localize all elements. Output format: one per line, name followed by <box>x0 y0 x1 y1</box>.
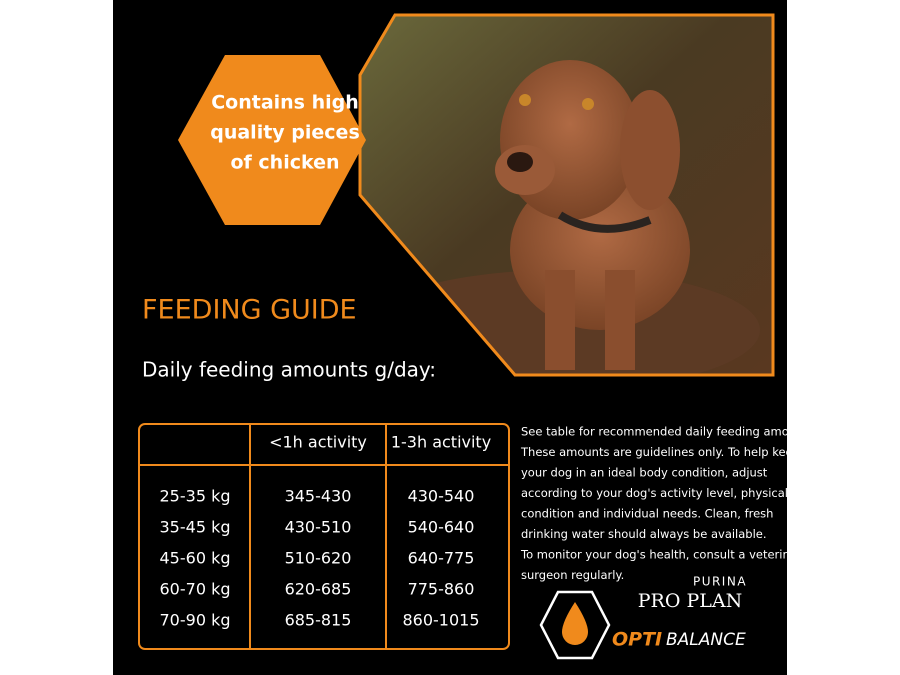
logo: PURINA PRO PLAN OPTI BALANCE <box>539 575 747 660</box>
row-label: 70-90 kg <box>160 611 231 630</box>
note-line: surgeon regularly. <box>521 568 624 582</box>
column-header: <1h activity <box>269 433 367 452</box>
row-label: 35-45 kg <box>160 518 231 537</box>
note-line: according to your dog's activity level, … <box>521 486 788 500</box>
subheading: Daily feeding amounts g/day: <box>142 358 436 382</box>
row-label: 60-70 kg <box>160 580 231 599</box>
table-cell: 540-640 <box>408 518 475 537</box>
note-line: To monitor your dog's health, consult a … <box>520 548 809 562</box>
note-line: These amounts are guidelines only. To he… <box>520 445 800 459</box>
badge-text: Contains high <box>211 92 359 114</box>
note-line: condition and individual needs. Clean, f… <box>521 507 773 521</box>
row-label: 45-60 kg <box>160 549 231 568</box>
dog-photo <box>360 15 773 375</box>
badge-text: of chicken <box>230 152 339 174</box>
brand-balance: BALANCE <box>666 630 746 650</box>
table-cell: 430-540 <box>408 487 475 506</box>
note-line: See table for recommended daily feeding … <box>521 425 818 439</box>
brand-maker: PURINA <box>693 575 747 589</box>
notes: See table for recommended daily feeding … <box>520 425 818 583</box>
table-cell: 430-510 <box>285 518 352 537</box>
row-label: 25-35 kg <box>160 487 231 506</box>
table-cell: 620-685 <box>285 580 352 599</box>
note-line: your dog in an ideal body condition, adj… <box>521 466 768 480</box>
feeding-table: <1h activity 1-3h activity 25-35 kg 345-430… <box>138 423 510 650</box>
brand-opti: OPTI <box>612 629 662 651</box>
table-cell: 775-860 <box>408 580 475 599</box>
brand-line: PRO PLAN <box>638 590 742 612</box>
badge <box>178 55 366 225</box>
table-cell: 685-815 <box>285 611 352 630</box>
photo-frame <box>358 13 775 377</box>
table-cell: 640-775 <box>408 549 475 568</box>
table-cell: 345-430 <box>285 487 352 506</box>
column-header: 1-3h activity <box>391 433 491 452</box>
table-cell: 510-620 <box>285 549 352 568</box>
badge-text: quality pieces <box>210 122 360 144</box>
heading: FEEDING GUIDE <box>142 295 357 326</box>
note-line: drinking water should always be availabl… <box>521 527 767 541</box>
table-cell: 860-1015 <box>402 611 479 630</box>
